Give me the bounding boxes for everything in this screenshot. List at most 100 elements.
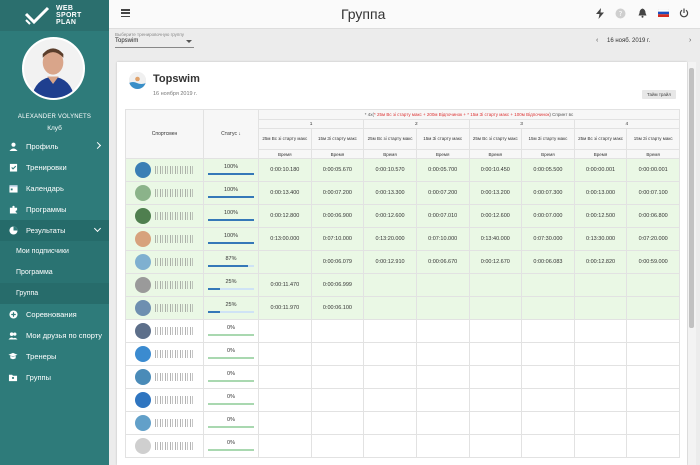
athlete-cell[interactable] [125,296,204,320]
time-result-cell[interactable]: 0:00:10.450 [468,158,523,182]
time-result-cell[interactable]: 0:00:06.083 [521,250,575,274]
brand-logo[interactable]: WEB SPORT PLAN [0,0,109,31]
time-result-cell[interactable]: 0:00:06.670 [415,250,470,274]
time-result-cell[interactable] [415,319,470,343]
sidebar-subitem-subscribers[interactable]: Мои подписчики [0,241,109,262]
time-result-cell[interactable] [363,388,417,412]
time-result-cell[interactable] [310,342,365,366]
time-result-cell[interactable]: 0:00:07.100 [626,181,680,205]
athlete-avatar[interactable] [135,323,151,339]
time-result-cell[interactable] [258,434,312,458]
time-result-cell[interactable]: 0:00:10.180 [258,158,312,182]
athlete-row[interactable]: 0% [125,342,680,366]
athlete-row[interactable]: 0% [125,411,680,435]
sidebar-item-programs[interactable]: Программы [0,199,109,220]
time-result-cell[interactable] [573,296,628,320]
time-result-cell[interactable] [521,319,575,343]
time-result-cell[interactable] [415,388,470,412]
time-result-cell[interactable] [626,273,680,297]
time-result-cell[interactable]: 0:00:13.200 [468,181,523,205]
time-result-cell[interactable]: 0:00:13.400 [258,181,312,205]
time-result-cell[interactable] [468,296,523,320]
sidebar-subitem-group[interactable]: Группа [0,283,109,304]
athlete-row[interactable]: 0% [125,388,680,412]
time-result-cell[interactable] [258,388,312,412]
athlete-avatar[interactable] [135,392,151,408]
time-result-cell[interactable] [626,342,680,366]
time-result-cell[interactable] [626,296,680,320]
time-result-cell[interactable] [258,365,312,389]
athlete-avatar[interactable] [135,369,151,385]
time-result-cell[interactable]: 0:00:11.470 [258,273,312,297]
athlete-avatar[interactable] [135,415,151,431]
date-value[interactable]: 16 нояб. 2019 г. [607,38,651,44]
athlete-cell[interactable] [125,181,204,205]
athlete-avatar[interactable] [135,162,151,178]
athlete-cell[interactable] [125,273,204,297]
time-result-cell[interactable]: 0:00:06.079 [310,250,365,274]
athlete-avatar[interactable] [135,254,151,270]
athlete-avatar[interactable] [135,438,151,454]
athlete-row[interactable]: 87% 0:00:06.079 0:00:12.910 0:00:06.670 0:00… [125,250,680,274]
time-result-cell[interactable]: 0:00:05.500 [521,158,575,182]
time-result-cell[interactable] [468,319,523,343]
athlete-row[interactable]: 100% 0:00:10.180 0:00:05.670 0:00:10.570 0:0… [125,158,680,182]
time-result-cell[interactable]: 0:00:12.670 [468,250,523,274]
time-result-cell[interactable] [363,273,417,297]
athlete-avatar[interactable] [135,231,151,247]
athlete-avatar[interactable] [135,346,151,362]
time-result-cell[interactable] [415,411,470,435]
time-result-cell[interactable] [363,365,417,389]
bolt-icon[interactable] [594,7,606,19]
menu-icon[interactable] [121,9,130,18]
time-result-cell[interactable] [415,342,470,366]
athlete-avatar[interactable] [135,277,151,293]
time-result-cell[interactable]: 0:00:00.001 [626,158,680,182]
time-result-cell[interactable] [310,365,365,389]
time-result-cell[interactable] [573,434,628,458]
time-result-cell[interactable]: 0:13:20.000 [363,227,417,251]
time-result-cell[interactable] [258,250,312,274]
athlete-cell[interactable] [125,434,204,458]
time-result-cell[interactable]: 0:00:07.010 [415,204,470,228]
time-result-cell[interactable] [415,434,470,458]
time-result-cell[interactable]: 0:00:06.100 [310,296,365,320]
time-result-cell[interactable]: 0:00:10.570 [363,158,417,182]
time-result-cell[interactable] [468,411,523,435]
time-result-cell[interactable] [363,319,417,343]
athlete-cell[interactable] [125,319,204,343]
time-result-cell[interactable]: 0:00:12.600 [363,204,417,228]
time-result-cell[interactable]: 0:00:12.910 [363,250,417,274]
time-result-cell[interactable] [521,388,575,412]
time-result-cell[interactable]: 0:00:12.500 [573,204,628,228]
time-result-cell[interactable]: 0:00:00.001 [573,158,628,182]
power-icon[interactable] [678,7,690,19]
time-result-cell[interactable] [310,319,365,343]
time-result-cell[interactable] [626,411,680,435]
date-next-button[interactable]: › [689,37,692,44]
time-result-cell[interactable]: 0:07:20.000 [626,227,680,251]
athlete-row[interactable]: 100% 0:00:13.400 0:00:07.200 0:00:13.300 0:0… [125,181,680,205]
time-result-cell[interactable]: 0:00:13.300 [363,181,417,205]
time-result-cell[interactable]: 0:13:00.000 [258,227,312,251]
scrollbar-thumb[interactable] [689,68,694,328]
time-result-cell[interactable]: 0:00:13.000 [573,181,628,205]
time-result-cell[interactable] [573,388,628,412]
time-result-cell[interactable] [521,411,575,435]
athlete-row[interactable]: 25% 0:00:11.970 0:00:06.100 [125,296,680,320]
sidebar-item-calendar[interactable]: Календарь [0,178,109,199]
athlete-cell[interactable] [125,204,204,228]
sidebar-item-trainers[interactable]: Тренеры [0,346,109,367]
time-result-cell[interactable] [573,342,628,366]
time-result-cell[interactable] [468,388,523,412]
time-result-cell[interactable]: 0:13:30.000 [573,227,628,251]
time-result-cell[interactable]: 0:00:07.200 [415,181,470,205]
time-result-cell[interactable] [468,434,523,458]
status-column-header[interactable]: Статус ↓ [203,109,259,159]
sidebar-item-workouts[interactable]: Тренировки [0,157,109,178]
time-result-cell[interactable] [626,434,680,458]
time-result-cell[interactable]: 0:00:12.800 [258,204,312,228]
time-result-cell[interactable] [363,434,417,458]
athlete-row[interactable]: 25% 0:00:11.470 0:00:06.999 [125,273,680,297]
time-result-cell[interactable] [363,411,417,435]
